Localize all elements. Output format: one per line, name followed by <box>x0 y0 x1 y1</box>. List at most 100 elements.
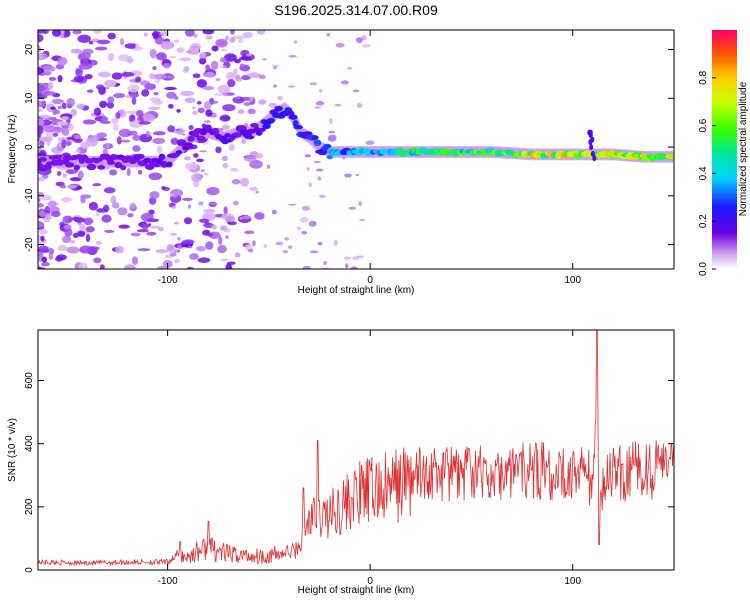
noise-cell <box>204 71 215 78</box>
noise-cell <box>152 73 167 80</box>
noise-cell <box>245 102 251 106</box>
noise-cell <box>38 266 46 269</box>
noise-cell <box>241 138 247 145</box>
noise-cell <box>96 208 104 212</box>
ridge-cell <box>267 117 276 124</box>
noise-cell <box>41 261 50 267</box>
noise-cell <box>155 249 169 254</box>
noise-cell <box>323 261 327 266</box>
ridge-cell <box>187 135 195 142</box>
noise-cell <box>97 71 112 78</box>
noise-cell <box>88 40 94 45</box>
noise-cell <box>258 74 266 80</box>
noise-cell <box>225 35 229 41</box>
noise-cell <box>302 266 311 269</box>
snr-x-axis-label: Height of straight line (km) <box>298 585 415 596</box>
noise-cell <box>118 54 130 62</box>
noise-cell <box>78 262 88 269</box>
noise-cell <box>215 146 222 154</box>
noise-cell <box>88 201 98 211</box>
noise-cell <box>113 93 126 99</box>
noise-cell <box>315 101 325 106</box>
noise-cell <box>111 72 123 80</box>
noise-cell <box>277 95 283 101</box>
noise-cell <box>48 200 57 209</box>
ridge-cell <box>145 163 155 171</box>
burst-cell <box>588 139 593 146</box>
noise-cell <box>77 34 91 43</box>
noise-cell <box>51 98 64 105</box>
noise-cell <box>104 229 115 233</box>
noise-cell <box>222 104 236 112</box>
noise-cell <box>184 162 198 171</box>
noise-cell <box>38 229 48 235</box>
noise-cell <box>152 131 166 136</box>
snr-plot-area <box>38 330 674 570</box>
noise-cell <box>93 257 102 264</box>
snr-ticks: -100 0 100 0 200 400 600 <box>24 330 674 587</box>
noise-cell <box>282 250 289 254</box>
noise-cell <box>70 48 83 54</box>
noise-cell <box>263 244 268 249</box>
noise-cell <box>287 85 296 88</box>
noise-cell <box>314 106 321 109</box>
noise-cell <box>149 73 156 80</box>
noise-cell <box>72 30 82 35</box>
noise-cell <box>38 196 41 203</box>
noise-cell <box>184 97 196 104</box>
noise-cell <box>66 136 76 140</box>
noise-cell <box>61 139 67 149</box>
noise-cell <box>118 128 132 138</box>
noise-cell <box>107 96 115 104</box>
noise-cell <box>93 246 100 251</box>
ridge-cell <box>323 143 332 149</box>
noise-cell <box>38 33 44 43</box>
noise-cell <box>244 230 255 235</box>
noise-cell <box>131 256 139 266</box>
noise-cell <box>137 248 151 252</box>
noise-cell <box>174 95 179 101</box>
noise-cell <box>60 197 73 202</box>
noise-cell <box>134 76 142 83</box>
noise-cell <box>220 258 229 262</box>
noise-cell <box>53 109 61 115</box>
noise-cell <box>271 209 277 215</box>
noise-cell <box>193 153 199 158</box>
noise-cell <box>131 97 137 105</box>
noise-cell <box>318 88 323 93</box>
noise-cell <box>38 30 47 34</box>
noise-cell <box>361 35 367 41</box>
noise-cell <box>107 53 115 61</box>
noise-cell <box>225 263 233 269</box>
burst-cell <box>589 144 594 151</box>
noise-cell <box>56 254 67 261</box>
noise-cell <box>328 130 336 134</box>
noise-cell <box>85 233 91 243</box>
noise-cell <box>163 62 171 69</box>
noise-cell <box>345 263 349 269</box>
noise-cell <box>146 218 160 223</box>
noise-cell <box>219 65 227 69</box>
noise-cell <box>241 215 251 220</box>
snr-series <box>38 330 674 567</box>
noise-cell <box>65 169 78 174</box>
noise-cell <box>186 50 193 54</box>
noise-cell <box>38 45 42 53</box>
noise-cell <box>198 57 207 65</box>
ridge-cell <box>303 131 313 136</box>
noise-cell <box>159 30 169 36</box>
noise-cell <box>38 100 46 108</box>
noise-cell <box>240 177 250 187</box>
noise-cell <box>206 186 220 196</box>
noise-cell <box>164 86 177 91</box>
noise-cell <box>57 245 68 252</box>
ridge-cell <box>288 114 298 120</box>
ridge-cell <box>38 156 48 162</box>
noise-cell <box>40 235 45 242</box>
noise-cell <box>254 212 265 220</box>
noise-cell <box>358 201 362 207</box>
noise-cell <box>192 110 198 115</box>
noise-cell <box>217 84 231 94</box>
noise-cell <box>38 133 42 138</box>
